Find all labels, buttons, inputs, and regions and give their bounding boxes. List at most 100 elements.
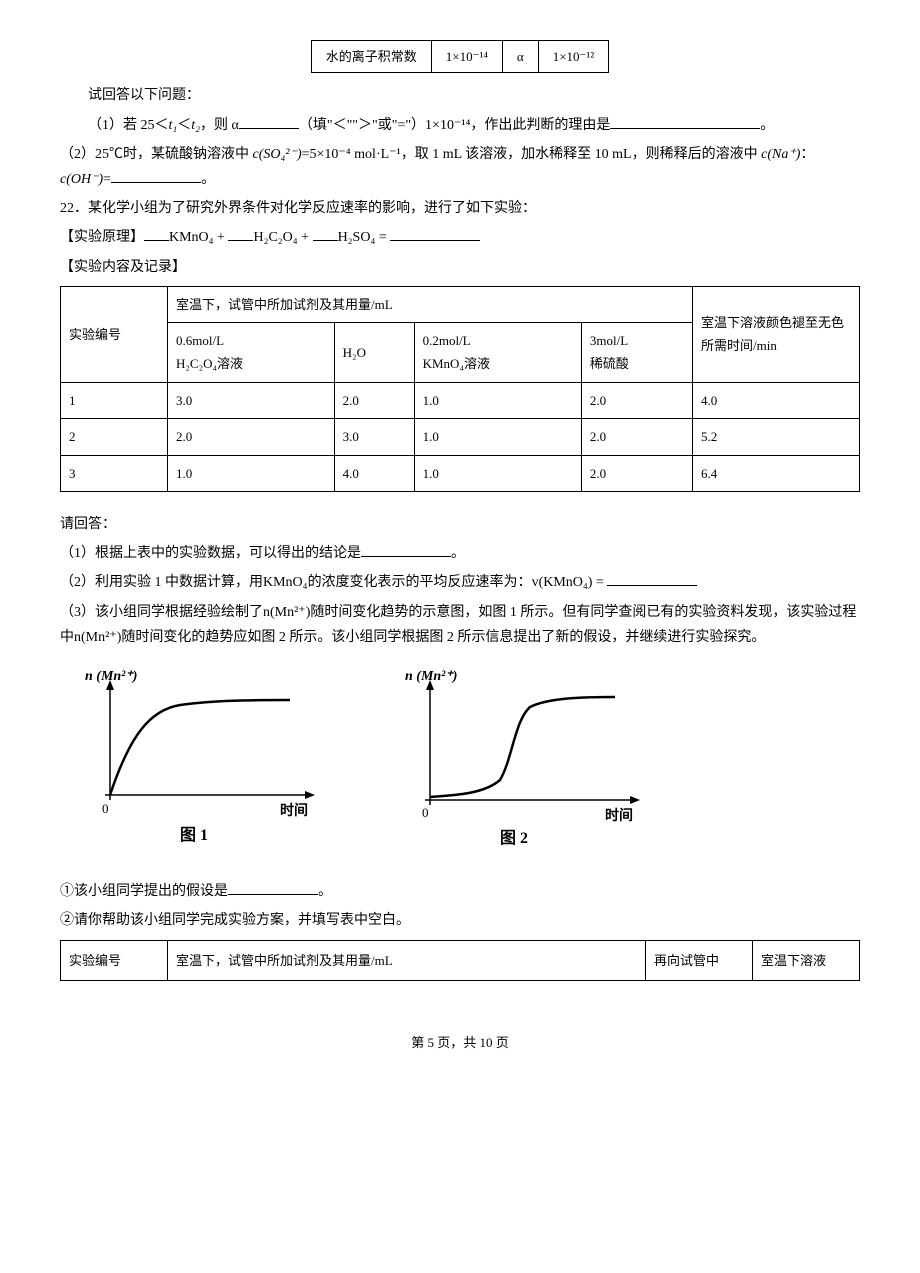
graph-2: n (Mn²⁺) 0 时间 图 2 xyxy=(400,665,660,859)
cell: 1.0 xyxy=(414,382,581,418)
x-arrow xyxy=(630,796,640,804)
ion-product-table: 水的离子积常数 1×10⁻¹⁴ α 1×10⁻¹² xyxy=(311,40,609,73)
th-expno: 实验编号 xyxy=(61,286,168,382)
blank xyxy=(239,114,299,129)
cell: 水的离子积常数 xyxy=(311,41,431,73)
answer-3: （3）该小组同学根据经验绘制了n(Mn²⁺)随时间变化趋势的示意图，如图 1 所… xyxy=(60,600,860,650)
cell: 5.2 xyxy=(693,419,860,455)
cell: 3 xyxy=(61,455,168,491)
cell: 3.0 xyxy=(168,382,335,418)
cell: 1×10⁻¹² xyxy=(538,41,609,73)
blank xyxy=(144,226,169,241)
text: 。 xyxy=(318,884,332,899)
caption: 图 1 xyxy=(180,826,208,844)
cell: 室温下，试管中所加试剂及其用量/mL xyxy=(168,940,646,980)
answer-2: （2）利用实验 1 中数据计算，用KMnO₄的浓度变化表示的平均反应速率为：v(… xyxy=(60,570,860,595)
formula: c(SO₄²⁻) xyxy=(253,147,302,162)
question-2: （2）25℃时，某硫酸钠溶液中 c(SO₄²⁻)=5×10⁻⁴ mol·L⁻¹，… xyxy=(60,142,860,192)
text: （填"＜""＞"或"="）1×10⁻¹⁴，作出此判断的理由是 xyxy=(299,118,611,133)
cell: 2.0 xyxy=(581,455,692,491)
text: 。 xyxy=(760,118,774,133)
origin: 0 xyxy=(422,805,429,820)
cell: 4.0 xyxy=(334,455,414,491)
formula: n(Mn²⁺) xyxy=(74,630,121,645)
cell: 1×10⁻¹⁴ xyxy=(431,41,502,73)
experiment-principle: 【实验原理】 KMnO₄ + H₂C₂O₄ + H₂SO₄ = xyxy=(60,225,860,250)
y-label: n (Mn²⁺) xyxy=(85,669,137,684)
text: ＜ xyxy=(177,118,191,133)
graph-1-svg: n (Mn²⁺) 0 时间 图 1 xyxy=(80,665,340,850)
text: 。 xyxy=(201,172,215,187)
text: 随时间变化的趋势应如图 2 所示。该小组同学根据图 2 所示信息提出了新的假设，… xyxy=(121,630,765,645)
question-1: （1）若 25＜t₁＜t₂，则 α（填"＜""＞"或"="）1×10⁻¹⁴，作出… xyxy=(60,113,860,138)
formula: KMnO₄ xyxy=(263,575,308,590)
blank xyxy=(111,168,201,183)
text: （1）若 25＜ xyxy=(88,118,169,133)
cell: 2.0 xyxy=(581,419,692,455)
formula: v(KMnO₄) = xyxy=(532,575,608,590)
text: ： xyxy=(800,147,814,162)
x-arrow xyxy=(305,791,315,799)
th-h2o: H₂O xyxy=(334,323,414,383)
label: 【实验原理】 xyxy=(60,230,144,245)
blank xyxy=(228,226,253,241)
table-row: 3 1.0 4.0 1.0 2.0 6.4 xyxy=(61,455,860,491)
table-row: 1 3.0 2.0 1.0 2.0 4.0 xyxy=(61,382,860,418)
eq: H₂SO₄ = xyxy=(338,230,391,245)
bottom-table: 实验编号 室温下，试管中所加试剂及其用量/mL 再向试管中 室温下溶液 xyxy=(60,940,860,981)
origin: 0 xyxy=(102,801,109,816)
cell: 6.4 xyxy=(693,455,860,491)
cell: 3.0 xyxy=(334,419,414,455)
cell: 4.0 xyxy=(693,382,860,418)
experiment-content-label: 【实验内容及记录】 xyxy=(60,255,860,280)
x-label: 时间 xyxy=(280,802,308,819)
eq: H₂C₂O₄ + xyxy=(253,230,312,245)
cell: 1.0 xyxy=(414,419,581,455)
cell: 2.0 xyxy=(334,382,414,418)
blank xyxy=(610,114,760,129)
text: =5×10⁻⁴ mol·L⁻¹，取 1 mL 该溶液，加水稀释至 10 mL，则… xyxy=(302,147,762,162)
caption: 图 2 xyxy=(500,829,528,847)
th-h2so4: 3mol/L 稀硫酸 xyxy=(581,323,692,383)
cell: α xyxy=(502,41,538,73)
help-line: ②请你帮助该小组同学完成实验方案，并填写表中空白。 xyxy=(60,908,860,933)
cell: 2.0 xyxy=(581,382,692,418)
text: 的浓度变化表示的平均反应速率为： xyxy=(308,575,532,590)
cell: 实验编号 xyxy=(61,940,168,980)
page-footer: 第 5 页，共 10 页 xyxy=(60,1031,860,1054)
graphs-row: n (Mn²⁺) 0 时间 图 1 n (Mn²⁺) 0 时间 图 2 xyxy=(80,665,860,859)
text: 。 xyxy=(451,546,465,561)
curve-2 xyxy=(430,697,615,797)
text: ，则 α xyxy=(200,118,239,133)
hypothesis: ①该小组同学提出的假设是 。 xyxy=(60,879,860,904)
answer-1: （1）根据上表中的实验数据，可以得出的结论是。 xyxy=(60,541,860,566)
cell: 1 xyxy=(61,382,168,418)
cell: 室温下溶液 xyxy=(753,940,860,980)
experiment-table: 实验编号 室温下，试管中所加试剂及其用量/mL 室温下溶液颜色褪至无色所需时间/… xyxy=(60,286,860,492)
graph-1: n (Mn²⁺) 0 时间 图 1 xyxy=(80,665,340,859)
formula: c(OH⁻) xyxy=(60,172,103,187)
formula: n(Mn²⁺) xyxy=(263,605,310,620)
eq: KMnO₄ + xyxy=(169,230,228,245)
curve-1 xyxy=(110,700,290,795)
graph-2-svg: n (Mn²⁺) 0 时间 图 2 xyxy=(400,665,660,850)
cell: 1.0 xyxy=(414,455,581,491)
blank xyxy=(361,542,451,557)
th-h2c2o4: 0.6mol/L H₂C₂O₄溶液 xyxy=(168,323,335,383)
blank xyxy=(313,226,338,241)
x-label: 时间 xyxy=(605,807,633,824)
cell: 2 xyxy=(61,419,168,455)
th-time: 室温下溶液颜色褪至无色所需时间/min xyxy=(693,286,860,382)
text: （3）该小组同学根据经验绘制了 xyxy=(60,605,263,620)
cell: 2.0 xyxy=(168,419,335,455)
text: （2）利用实验 1 中数据计算，用 xyxy=(60,575,263,590)
try-answer: 试回答以下问题： xyxy=(60,83,860,108)
question-22: 22．某化学小组为了研究外界条件对化学反应速率的影响，进行了如下实验： xyxy=(60,196,860,221)
var-t1: t₁ xyxy=(169,118,178,133)
formula: c(Na⁺) xyxy=(761,147,800,162)
text: = xyxy=(103,172,111,187)
answer-please: 请回答： xyxy=(60,512,860,537)
cell: 1.0 xyxy=(168,455,335,491)
text: ①该小组同学提出的假设是 xyxy=(60,884,228,899)
y-label: n (Mn²⁺) xyxy=(405,669,457,684)
